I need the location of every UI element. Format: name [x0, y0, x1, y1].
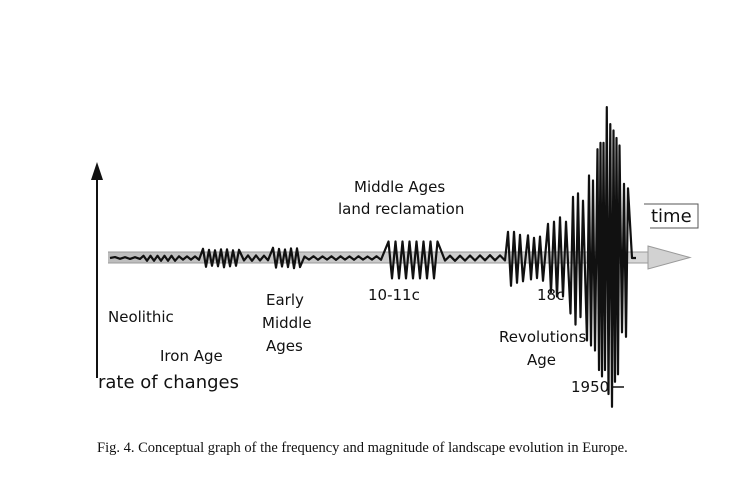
time-arrowhead — [647, 245, 692, 270]
label-revolutions-age-1: Revolutions — [499, 328, 586, 346]
label-10-11c: 10-11c — [368, 286, 420, 304]
label-middle-ages-1: Middle Ages — [354, 178, 445, 196]
label-iron-age: Iron Age — [160, 347, 223, 365]
label-18c: 18c — [537, 286, 564, 304]
label-early-middle-ages-3: Ages — [266, 337, 303, 355]
label-revolutions-age-2: Age — [527, 351, 556, 369]
time-label-bracket — [644, 203, 699, 229]
time-bar — [108, 252, 666, 263]
y-axis-arrowhead — [91, 162, 103, 180]
x-axis-label: time — [651, 206, 692, 227]
label-1950: 1950 — [571, 378, 609, 396]
label-neolithic: Neolithic — [108, 308, 174, 326]
y-axis-label: rate of changes — [98, 372, 239, 393]
landscape-change-trace — [109, 105, 636, 408]
figure-caption: Fig. 4. Conceptual graph of the frequenc… — [97, 440, 628, 456]
label-early-middle-ages-2: Middle — [262, 314, 312, 332]
label-early-middle-ages-1: Early — [266, 291, 304, 309]
label-middle-ages-2: land reclamation — [338, 200, 464, 218]
